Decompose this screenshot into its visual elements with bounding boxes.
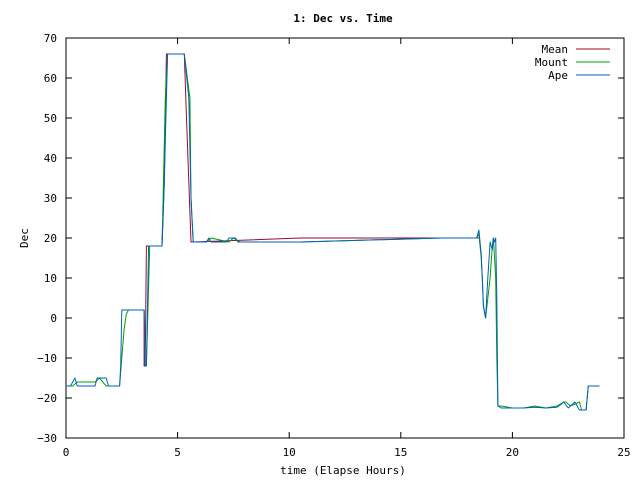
x-tick-label: 10 [283,446,296,459]
legend-label-ape: Ape [548,69,568,82]
y-tick-label: 70 [44,32,57,45]
y-tick-label: −10 [37,352,57,365]
y-tick-label: 0 [50,312,57,325]
y-axis: −30 −20 −10 0 10 20 30 40 50 60 70 [37,32,624,445]
legend-label-mount: Mount [535,56,568,69]
x-tick-label: 0 [63,446,70,459]
y-tick-label: 60 [44,72,57,85]
y-tick-label: 50 [44,112,57,125]
series-layer [66,53,600,411]
series-line-ape [66,53,600,411]
x-axis: 0 5 10 15 20 25 [63,38,631,459]
y-tick-label: 40 [44,152,57,165]
y-tick-label: −30 [37,432,57,445]
x-tick-label: 25 [617,446,630,459]
x-axis-label: time (Elapse Hours) [280,464,406,477]
x-tick-label: 15 [394,446,407,459]
x-tick-label: 5 [174,446,181,459]
y-tick-label: −20 [37,392,57,405]
series-line-mean [121,53,479,367]
x-tick-label: 20 [506,446,519,459]
series-line-mount [66,53,600,411]
chart-title: 1: Dec vs. Time [293,12,393,25]
y-tick-label: 20 [44,232,57,245]
y-tick-label: 30 [44,192,57,205]
y-axis-label: Dec [18,228,31,248]
y-tick-label: 10 [44,272,57,285]
legend-label-mean: Mean [542,43,569,56]
